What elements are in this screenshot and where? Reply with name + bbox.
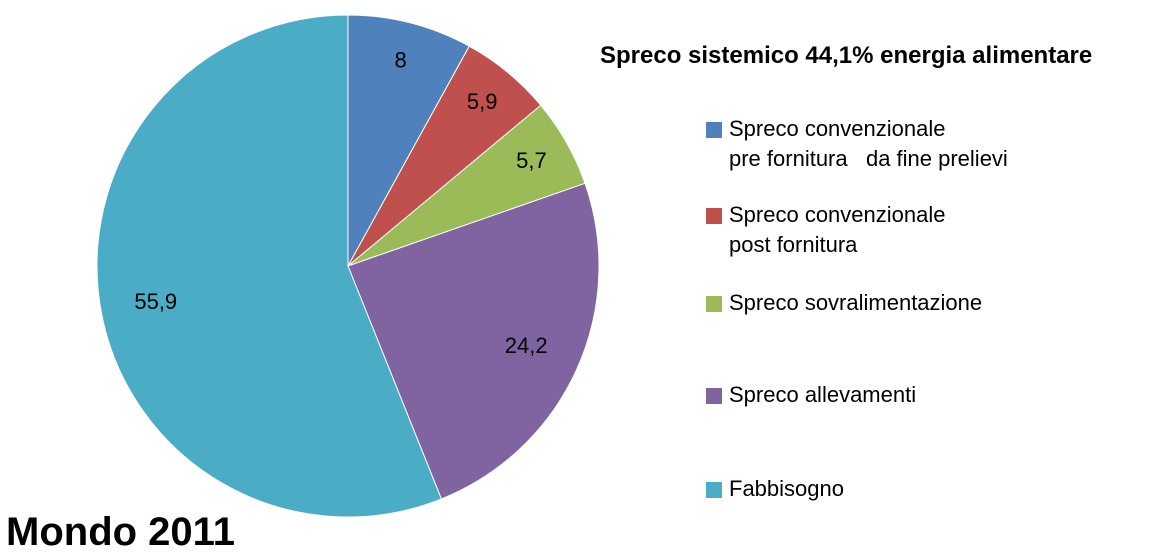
legend-item: Spreco allevamenti bbox=[706, 382, 916, 410]
legend-swatch bbox=[706, 388, 722, 404]
legend-label: Spreco convenzionale post fornitura bbox=[729, 202, 946, 257]
legend-item: Spreco convenzionale pre fornitura da fi… bbox=[706, 116, 1008, 174]
data-label: 55,9 bbox=[134, 289, 177, 314]
legend-item: Spreco convenzionale post fornitura bbox=[706, 202, 945, 260]
legend-item: Fabbisogno bbox=[706, 476, 844, 504]
legend-swatch bbox=[706, 482, 722, 498]
legend-swatch bbox=[706, 296, 722, 312]
legend-label: Spreco allevamenti bbox=[729, 382, 917, 407]
annotation: Mondo 2011 bbox=[6, 510, 235, 554]
data-label: 24,2 bbox=[505, 333, 548, 358]
legend-swatch bbox=[706, 208, 722, 224]
chart-title: Spreco sistemico 44,1% energia alimentar… bbox=[600, 42, 1093, 69]
pie-slice bbox=[96, 14, 443, 518]
legend-label: Fabbisogno bbox=[729, 476, 844, 501]
legend-label: Spreco sovralimentazione bbox=[729, 290, 983, 315]
legend-label: Spreco convenzionale pre fornitura da fi… bbox=[729, 116, 1008, 171]
data-label: 5,9 bbox=[467, 89, 498, 114]
legend-item: Spreco sovralimentazione bbox=[706, 290, 982, 318]
legend-swatch bbox=[706, 122, 722, 138]
pie-slice bbox=[347, 182, 600, 500]
pie-slice bbox=[347, 14, 470, 267]
data-label: 8 bbox=[394, 48, 406, 73]
data-label: 5,7 bbox=[516, 148, 547, 173]
